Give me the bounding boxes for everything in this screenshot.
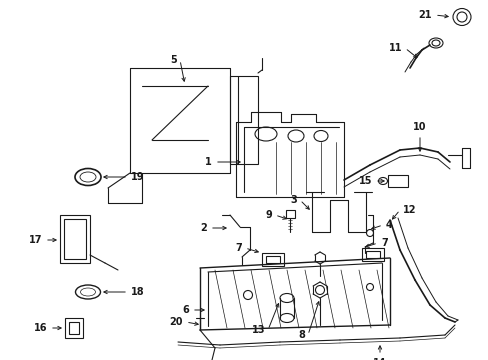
Text: 10: 10	[412, 122, 426, 132]
Text: 7: 7	[380, 238, 387, 248]
Text: 11: 11	[387, 43, 401, 53]
Text: 15: 15	[358, 176, 371, 186]
Text: 16: 16	[34, 323, 47, 333]
Bar	[361, 248, 383, 261]
Text: 20: 20	[169, 317, 183, 327]
Text: 7: 7	[235, 243, 242, 253]
Text: 5: 5	[170, 55, 177, 65]
Text: 3: 3	[290, 195, 296, 205]
Text: 18: 18	[131, 287, 144, 297]
Text: 1: 1	[205, 157, 212, 167]
Text: 8: 8	[298, 330, 305, 340]
Text: 19: 19	[131, 172, 144, 182]
Bar	[265, 256, 280, 263]
Text: 21: 21	[418, 10, 431, 20]
Bar	[69, 322, 79, 334]
Bar	[285, 210, 294, 218]
Text: 14: 14	[372, 358, 386, 360]
Text: 17: 17	[28, 235, 42, 245]
Text: 12: 12	[402, 205, 416, 215]
Bar	[365, 251, 379, 258]
Text: 13: 13	[251, 325, 264, 335]
Bar	[65, 318, 83, 338]
Text: 6: 6	[182, 305, 189, 315]
Text: 4: 4	[385, 220, 392, 230]
Text: 9: 9	[264, 210, 271, 220]
Bar	[387, 175, 407, 187]
Bar	[262, 253, 284, 266]
Bar	[64, 219, 86, 259]
Bar	[60, 215, 90, 263]
Bar	[229, 76, 258, 164]
Text: 2: 2	[200, 223, 206, 233]
